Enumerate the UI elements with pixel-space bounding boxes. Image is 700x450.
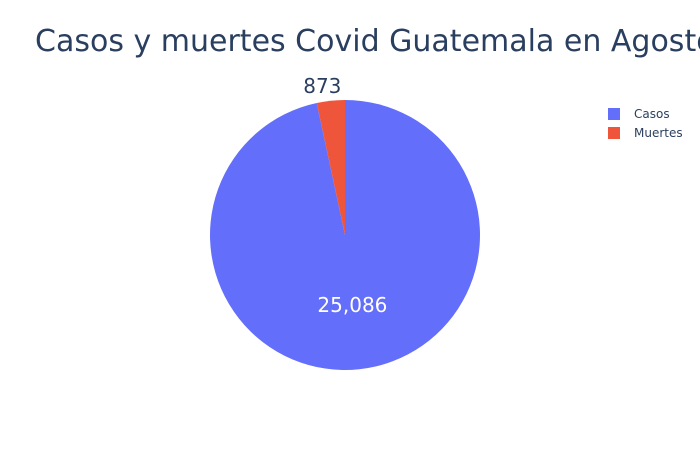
pie-slice-muertes[interactable]: [316, 100, 345, 235]
slice-label-muertes: 873: [303, 74, 341, 98]
pie-slice-casos[interactable]: [210, 100, 481, 371]
legend-label-casos[interactable]: Casos: [634, 107, 670, 121]
legend-swatch-muertes[interactable]: [608, 127, 620, 139]
chart-title: Casos y muertes Covid Guatemala en Agost…: [35, 24, 700, 59]
slice-label-casos: 25,086: [317, 293, 387, 317]
legend[interactable]: Casos Muertes: [608, 107, 683, 140]
pie-labels: 25,086 873: [303, 74, 387, 317]
pie-slices: [210, 100, 481, 371]
legend-label-muertes[interactable]: Muertes: [634, 126, 683, 140]
legend-swatch-casos[interactable]: [608, 108, 620, 120]
